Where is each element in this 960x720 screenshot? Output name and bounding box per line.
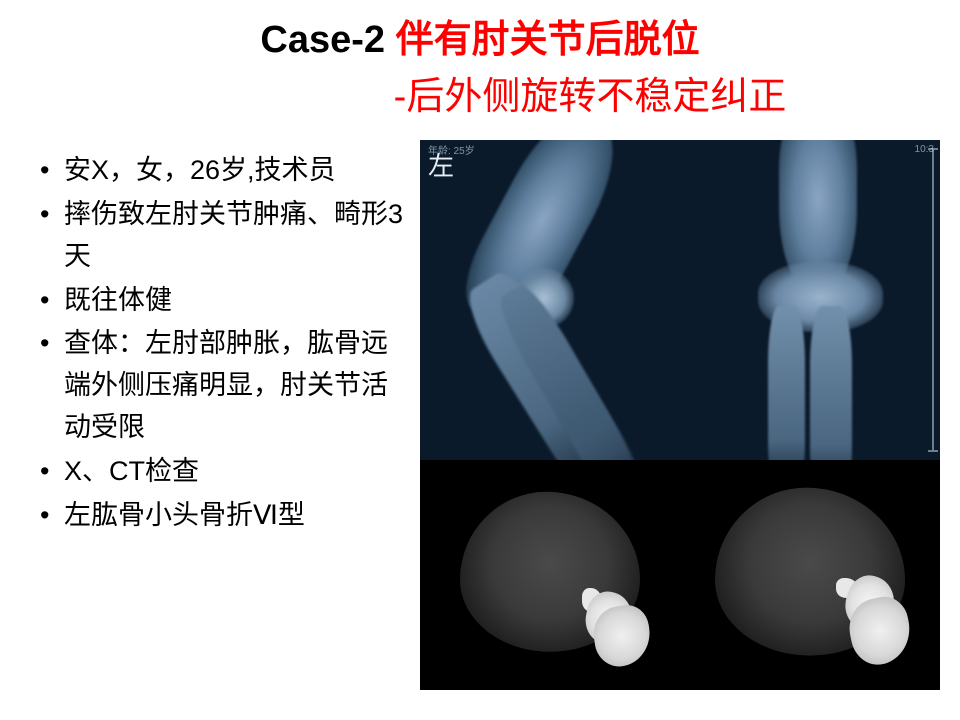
bullet-list: 安X，女，26岁,技术员 摔伤致左肘关节肿痛、畸形3天 既往体健 查体：左肘部肿…: [0, 150, 420, 720]
xray-lateral-left-elbow: 年龄: 25岁 左: [420, 140, 680, 460]
bullet-item: 安X，女，26岁,技术员: [36, 150, 408, 192]
bullet-item: 查体：左肘部肿胀，肱骨远端外侧压痛明显，肘关节活动受限: [36, 323, 408, 449]
image-panel: 年龄: 25岁 左 10:3: [420, 150, 960, 720]
bullet-item: 左肱骨小头骨折Ⅵ型: [36, 495, 408, 537]
bullet-item: 摔伤致左肘关节肿痛、畸形3天: [36, 194, 408, 278]
ct-axial-elbow-slice-a: [420, 460, 680, 690]
scale-ruler-icon: [932, 148, 934, 452]
bullet-item: 既往体健: [36, 280, 408, 322]
ct-axial-elbow-slice-b: [680, 460, 940, 690]
slide: Case-2 伴有肘关节后脱位 -后外侧旋转不稳定纠正 安X，女，26岁,技术员…: [0, 0, 960, 720]
slide-body: 安X，女，26岁,技术员 摔伤致左肘关节肿痛、畸形3天 既往体健 查体：左肘部肿…: [0, 150, 960, 720]
xray-ap-left-elbow: 10:3: [680, 140, 940, 460]
title-block: Case-2 伴有肘关节后脱位 -后外侧旋转不稳定纠正: [0, 0, 960, 120]
ulna-shadow: [810, 306, 852, 460]
title-prefix: Case-2: [260, 19, 395, 61]
bullet-item: X、CT检查: [36, 451, 408, 493]
side-marker-left: 左: [428, 146, 454, 183]
title-line-1: Case-2 伴有肘关节后脱位: [0, 8, 960, 63]
image-grid: 年龄: 25岁 左 10:3: [420, 140, 940, 700]
title-subtitle: -后外侧旋转不稳定纠正: [0, 65, 960, 120]
radius-shadow: [768, 306, 804, 460]
title-main-red: 伴有肘关节后脱位: [396, 19, 700, 61]
